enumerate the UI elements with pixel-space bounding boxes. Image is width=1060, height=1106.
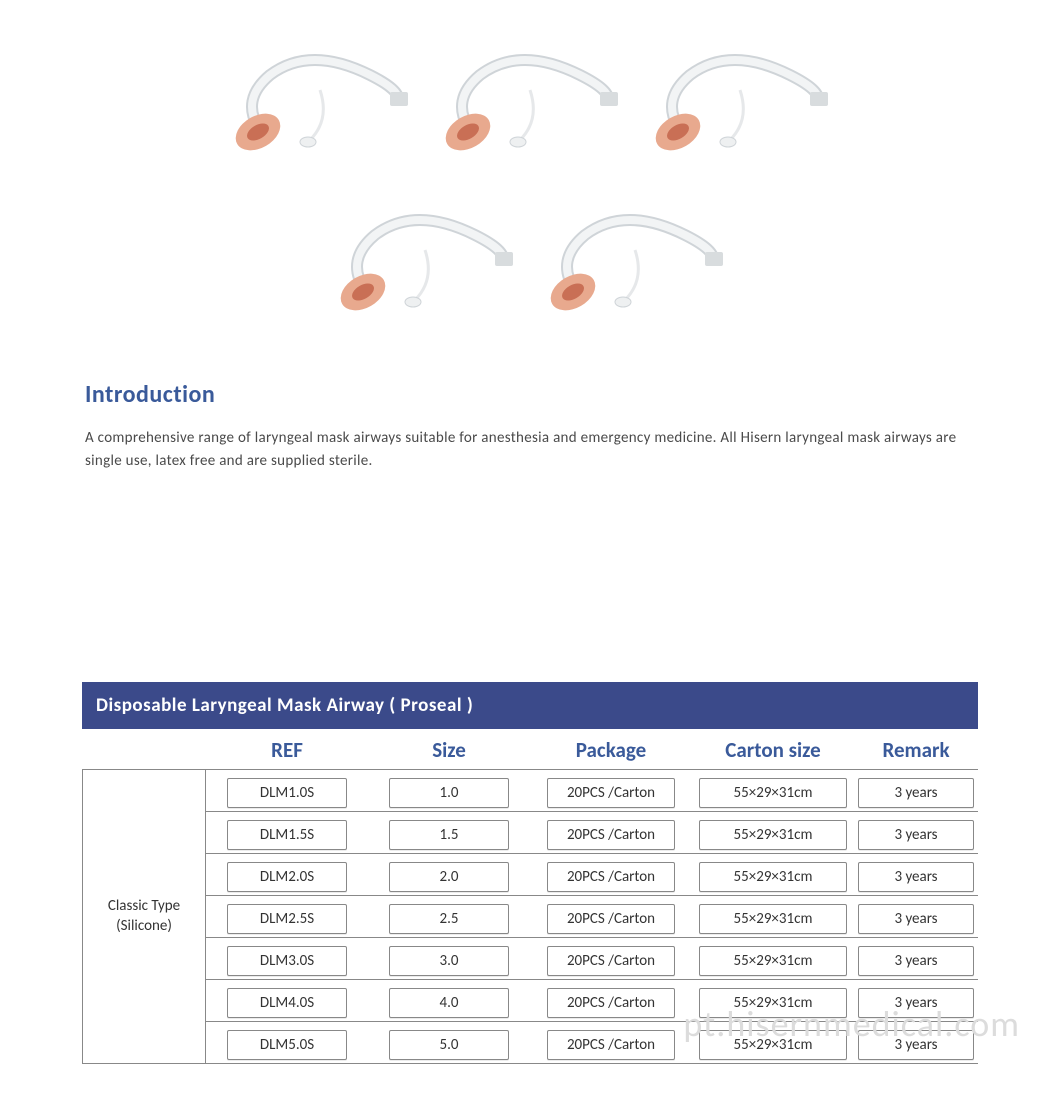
intro-section: Introduction A comprehensive range of la… (0, 380, 1060, 472)
lma-illustration (335, 210, 515, 320)
intro-body: A comprehensive range of laryngeal mask … (85, 427, 975, 472)
cell-remark: 3 years (858, 820, 974, 850)
intro-heading: Introduction (85, 380, 975, 409)
cell-size: 1.0 (389, 778, 509, 808)
cell-package: 20PCS /Carton (547, 1030, 675, 1060)
cell-ref: DLM1.5S (227, 820, 347, 850)
cell-carton: 55×29×31cm (699, 946, 847, 976)
table-row: DLM2.0S 2.0 20PCS /Carton 55×29×31cm 3 years (206, 854, 978, 896)
table-row: DLM5.0S 5.0 20PCS /Carton 55×29×31cm 3 years (206, 1022, 978, 1064)
spec-table: Disposable Laryngeal Mask Airway ( Prose… (0, 682, 1060, 1064)
cell-package: 20PCS /Carton (547, 778, 675, 808)
cell-ref: DLM2.0S (227, 862, 347, 892)
cell-size: 2.0 (389, 862, 509, 892)
cell-ref: DLM5.0S (227, 1030, 347, 1060)
cell-package: 20PCS /Carton (547, 820, 675, 850)
cell-carton: 55×29×31cm (699, 862, 847, 892)
type-cell: Classic Type (Silicone) (82, 770, 206, 1064)
table-row: DLM3.0S 3.0 20PCS /Carton 55×29×31cm 3 years (206, 938, 978, 980)
product-image (210, 30, 850, 340)
cell-size: 3.0 (389, 946, 509, 976)
th-carton: Carton size (692, 737, 854, 763)
cell-ref: DLM2.5S (227, 904, 347, 934)
type-line1: Classic Type (108, 897, 180, 917)
cell-package: 20PCS /Carton (547, 904, 675, 934)
th-ref: REF (206, 737, 368, 763)
lma-illustration (230, 50, 410, 160)
table-header-row: REF Size Package Carton size Remark (82, 729, 978, 769)
cell-package: 20PCS /Carton (547, 988, 675, 1018)
cell-remark: 3 years (858, 988, 974, 1018)
cell-size: 2.5 (389, 904, 509, 934)
th-blank (82, 737, 206, 763)
table-row: DLM1.0S 1.0 20PCS /Carton 55×29×31cm 3 years (206, 770, 978, 812)
cell-remark: 3 years (858, 778, 974, 808)
lma-illustration (545, 210, 725, 320)
cell-remark: 3 years (858, 862, 974, 892)
th-size: Size (368, 737, 530, 763)
cell-carton: 55×29×31cm (699, 1030, 847, 1060)
cell-ref: DLM1.0S (227, 778, 347, 808)
cell-carton: 55×29×31cm (699, 904, 847, 934)
cell-carton: 55×29×31cm (699, 820, 847, 850)
table-row: DLM4.0S 4.0 20PCS /Carton 55×29×31cm 3 years (206, 980, 978, 1022)
cell-remark: 3 years (858, 946, 974, 976)
cell-package: 20PCS /Carton (547, 862, 675, 892)
cell-size: 1.5 (389, 820, 509, 850)
cell-ref: DLM3.0S (227, 946, 347, 976)
table-title: Disposable Laryngeal Mask Airway ( Prose… (82, 682, 978, 729)
table-body: Classic Type (Silicone) DLM1.0S 1.0 20PCS … (82, 769, 978, 1064)
cell-ref: DLM4.0S (227, 988, 347, 1018)
lma-illustration (440, 50, 620, 160)
cell-remark: 3 years (858, 1030, 974, 1060)
th-package: Package (530, 737, 692, 763)
table-row: DLM2.5S 2.5 20PCS /Carton 55×29×31cm 3 years (206, 896, 978, 938)
table-row: DLM1.5S 1.5 20PCS /Carton 55×29×31cm 3 years (206, 812, 978, 854)
lma-illustration (650, 50, 830, 160)
th-remark: Remark (854, 737, 978, 763)
type-line2: (Silicone) (116, 917, 172, 937)
cell-carton: 55×29×31cm (699, 778, 847, 808)
cell-carton: 55×29×31cm (699, 988, 847, 1018)
cell-size: 5.0 (389, 1030, 509, 1060)
cell-package: 20PCS /Carton (547, 946, 675, 976)
cell-remark: 3 years (858, 904, 974, 934)
cell-size: 4.0 (389, 988, 509, 1018)
